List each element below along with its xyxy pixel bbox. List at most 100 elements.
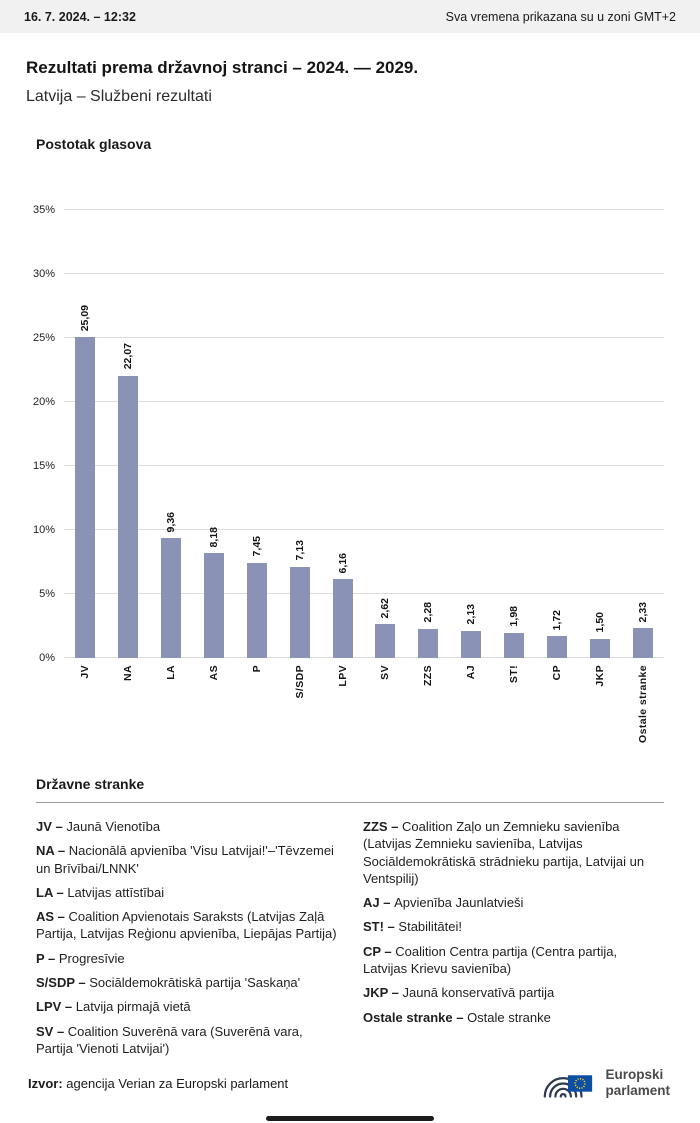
bar-value-label: 2,13	[465, 604, 478, 625]
x-label-slot-cp: CP	[535, 658, 578, 764]
bar-slot-p: 7,45	[235, 210, 278, 658]
legend-term: JV –	[36, 819, 67, 834]
legend-term: SV –	[36, 1023, 68, 1039]
legend-term: LPV –	[36, 999, 76, 1015]
legend-item: JKP – Jaunā konservatīvā partija	[363, 984, 664, 1001]
legend-desc: Sociāldemokrātiskā partija 'Saskaņa'	[89, 974, 301, 990]
legend-item: AS – Coalition Apvienotais Saraksts (Lat…	[36, 908, 337, 943]
ep-logo-text-line1: Europski	[605, 1067, 664, 1083]
x-label-slot-st: ST!	[493, 658, 536, 764]
timezone-note: Sva vremena prikazana su u zoni GMT+2	[445, 9, 676, 24]
legend-term: LA –	[36, 884, 68, 900]
legend-term: AS –	[36, 909, 69, 925]
x-category-label: Ostale stranke	[636, 665, 649, 743]
bar-aj[interactable]	[461, 630, 482, 658]
x-category-label: LPV	[336, 665, 349, 687]
legend-desc: Coalition Centra partija (Centra partija…	[363, 943, 618, 976]
y-tick-label: 25%	[32, 332, 55, 344]
legend-term: AJ –	[363, 895, 395, 911]
bar-value-label: 1,50	[593, 612, 606, 633]
x-category-label: P	[250, 665, 263, 673]
x-category-label: AS	[207, 665, 220, 681]
gridline	[64, 337, 664, 338]
bar-p[interactable]	[246, 562, 267, 658]
bar-s-sdp[interactable]	[289, 566, 310, 658]
bar-value-label: 22,07	[122, 343, 135, 370]
legend-term: NA –	[36, 843, 69, 859]
bar-value-label: 2,33	[636, 601, 649, 623]
gridline	[64, 529, 664, 530]
source-text: agencija Verian za Europski parlament	[62, 1075, 289, 1091]
legend-term: Ostale stranke –	[363, 1009, 468, 1025]
bar-lpv[interactable]	[332, 579, 353, 658]
y-tick-label: 35%	[32, 204, 55, 216]
legend-item: LA – Latvijas attīstībai	[36, 884, 337, 901]
bar-la[interactable]	[161, 538, 182, 658]
bar-slot-la: 9,36	[150, 210, 193, 658]
legend-column-2: ZZS – Coalition Zaļo un Zemnieku savienī…	[363, 818, 664, 1064]
legend-item: CP – Coalition Centra partija (Centra pa…	[363, 943, 664, 978]
legend-desc: Jaunā Vienotība	[66, 819, 161, 834]
bar-slot-na: 22,07	[107, 210, 150, 658]
bar-jv[interactable]	[75, 336, 96, 658]
x-category-label: SV	[379, 665, 392, 680]
legend-item: LPV – Latvija pirmajā vietā	[36, 998, 337, 1015]
y-tick-label: 15%	[32, 460, 55, 472]
x-category-label: NA	[122, 665, 135, 681]
legend-item: NA – Nacionālā apvienība 'Visu Latvijai!…	[36, 842, 337, 877]
bar-slot-st: 1,98	[493, 210, 536, 658]
bar-zzs[interactable]	[418, 628, 439, 658]
bar-jkp[interactable]	[589, 638, 610, 658]
legend-desc: Latvijas attīstībai	[67, 884, 165, 900]
legend-term: P –	[36, 950, 59, 966]
x-label-slot-aj: AJ	[450, 658, 493, 764]
gridline	[64, 657, 664, 658]
footer: Izvor: agencija Verian za Europski parla…	[0, 1061, 700, 1105]
gridline	[64, 593, 664, 594]
bar-slot-jkp: 1,50	[578, 210, 621, 658]
bar-slot-ostale-stranke: 2,33	[621, 210, 664, 658]
home-indicator	[266, 1116, 434, 1121]
x-category-label: LA	[165, 665, 178, 680]
bar-value-label: 1,72	[550, 609, 563, 630]
bar-value-label: 2,62	[379, 598, 392, 619]
bar-value-label: 25,09	[79, 304, 92, 331]
bar-na[interactable]	[118, 375, 139, 658]
legend-item: JV – Jaunā Vienotība	[36, 818, 337, 835]
bar-value-label: 2,28	[422, 602, 435, 623]
eu-flag-icon	[568, 1075, 593, 1092]
y-tick-label: 10%	[32, 524, 55, 536]
x-label-slot-na: NA	[107, 658, 150, 764]
footer-source: Izvor: agencija Verian za Europski parla…	[28, 1076, 288, 1091]
bar-value-label: 1,98	[507, 606, 520, 627]
bar-ostale-stranke[interactable]	[632, 628, 653, 658]
bar-cp[interactable]	[546, 635, 567, 658]
bar-value-label: 6,16	[336, 552, 349, 574]
bar-st[interactable]	[503, 632, 524, 658]
legend-desc: Apvienība Jaunlatvieši	[394, 895, 524, 911]
legend-divider	[36, 802, 664, 803]
legend-desc: Latvija pirmajā vietā	[75, 999, 191, 1015]
gridline	[64, 401, 664, 402]
legend-column-1: JV – Jaunā Vienotība NA – Nacionālā apvie…	[36, 818, 337, 1064]
x-label-slot-ostale-stranke: Ostale stranke	[621, 658, 664, 764]
results-chart: Postotak glasova 0% 5% 10% 15% 20% 25% 30% 35% 2…	[0, 136, 700, 764]
bar-as[interactable]	[203, 553, 224, 658]
bar-sv[interactable]	[375, 624, 396, 658]
y-tick-label: 20%	[32, 396, 55, 408]
legend-columns: JV – Jaunā Vienotība NA – Nacionālā apvie…	[36, 818, 664, 1064]
european-parliament-logo: Europski parlament	[538, 1061, 670, 1105]
bar-slot-lpv: 6,16	[321, 210, 364, 658]
gridline	[64, 273, 664, 274]
bar-slot-as: 8,18	[193, 210, 236, 658]
legend-term: S/SDP –	[36, 974, 90, 990]
bar-slot-sv: 2,62	[364, 210, 407, 658]
y-tick-label: 30%	[32, 268, 55, 280]
party-legend: Državne stranke JV – Jaunā Vienotība NA –…	[0, 776, 700, 1064]
chart-title: Postotak glasova	[36, 136, 152, 152]
legend-desc: Coalition Suverēnā vara (Suverēnā vara, …	[36, 1023, 303, 1056]
bar-slot-s-sdp: 7,13	[278, 210, 321, 658]
x-label-slot-sv: SV	[364, 658, 407, 764]
bar-slot-jv: 25,09	[64, 210, 107, 658]
legend-desc: Ostale stranke	[467, 1009, 551, 1025]
